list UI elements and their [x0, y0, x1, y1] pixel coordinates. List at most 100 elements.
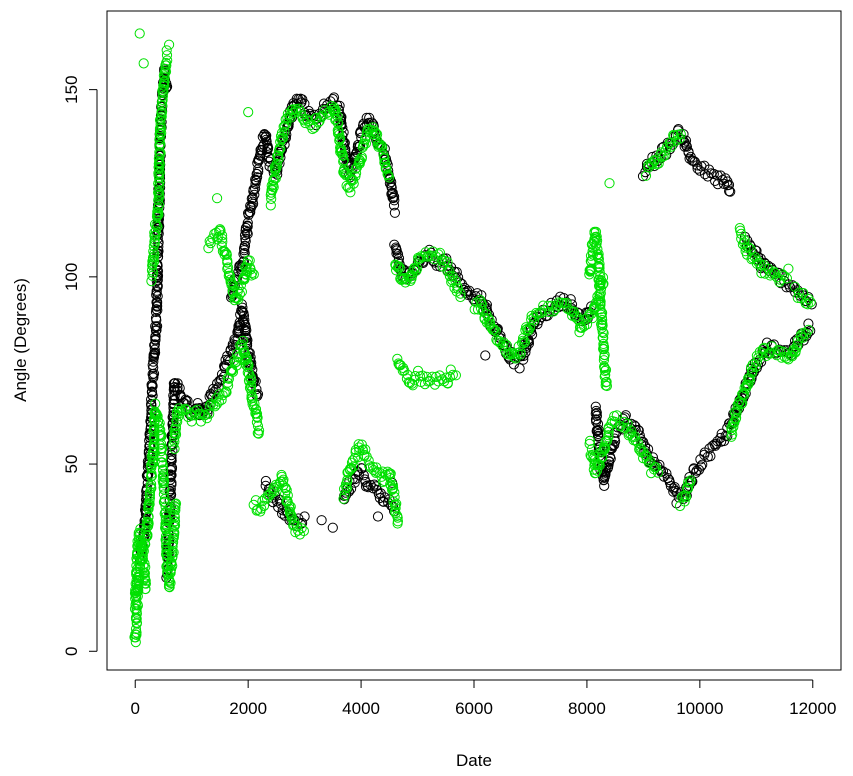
- data-point: [419, 379, 431, 390]
- data-point: [253, 428, 264, 439]
- data-point: [533, 315, 544, 326]
- data-point: [140, 562, 151, 573]
- data-point: [153, 207, 164, 218]
- data-point: [597, 452, 608, 463]
- data-point: [337, 150, 349, 161]
- data-point: [293, 103, 304, 114]
- data-point: [681, 141, 693, 152]
- data-point: [289, 516, 300, 527]
- data-point: [257, 496, 268, 507]
- data-point: [282, 490, 293, 501]
- data-point: [395, 360, 406, 371]
- data-point: [598, 355, 610, 366]
- data-point: [579, 321, 590, 332]
- data-point: [593, 431, 604, 442]
- data-point: [570, 312, 581, 323]
- data-point: [316, 515, 327, 526]
- data-point: [445, 364, 456, 375]
- data-point: [143, 501, 154, 512]
- data-point: [632, 437, 643, 448]
- data-point: [165, 577, 176, 589]
- data-point: [258, 500, 270, 511]
- data-point: [159, 72, 170, 83]
- data-point: [156, 107, 168, 118]
- data-point: [651, 159, 663, 170]
- data-point: [170, 498, 182, 509]
- data-point: [163, 579, 175, 590]
- data-point: [248, 269, 259, 280]
- data-point: [566, 303, 577, 314]
- data-point: [266, 187, 277, 198]
- data-point: [383, 170, 394, 181]
- data-point: [216, 374, 227, 386]
- data-point: [208, 387, 219, 398]
- data-point: [518, 354, 529, 365]
- data-point: [594, 280, 605, 291]
- data-point: [139, 574, 150, 585]
- data-point: [592, 244, 603, 255]
- data-point: [157, 471, 168, 482]
- data-point: [441, 372, 452, 383]
- data-point: [246, 200, 257, 212]
- data-point: [802, 299, 813, 310]
- data-point: [298, 525, 309, 537]
- data-point: [590, 408, 601, 419]
- data-point: [523, 336, 534, 347]
- data-point: [739, 389, 750, 400]
- y-tick-label: 100: [62, 263, 81, 291]
- data-point: [149, 230, 160, 241]
- data-point: [422, 251, 433, 262]
- data-point: [724, 186, 735, 197]
- data-point: [217, 390, 228, 401]
- data-point: [151, 287, 162, 298]
- data-point: [251, 168, 262, 180]
- data-point: [514, 363, 525, 374]
- data-point: [203, 243, 214, 254]
- data-point: [546, 300, 557, 311]
- data-point: [450, 275, 461, 286]
- data-point: [330, 114, 341, 126]
- data-point: [693, 464, 705, 475]
- data-point: [129, 603, 141, 615]
- data-point: [345, 187, 356, 198]
- data-point: [247, 392, 258, 403]
- data-point: [592, 294, 603, 305]
- data-point: [280, 132, 291, 144]
- data-point: [327, 522, 338, 533]
- data-point: [280, 482, 291, 494]
- data-point: [307, 123, 318, 135]
- data-point: [668, 130, 679, 141]
- data-point: [279, 126, 290, 137]
- data-point: [515, 349, 526, 360]
- data-point: [766, 341, 778, 352]
- data-point: [152, 321, 163, 332]
- y-axis: 0 50 100 150: [62, 75, 98, 656]
- data-point: [168, 526, 179, 537]
- data-point: [238, 308, 249, 319]
- data-point: [392, 512, 403, 523]
- data-point: [356, 463, 368, 474]
- x-tick-label: 6000: [455, 699, 493, 718]
- data-point: [674, 133, 685, 144]
- data-point: [409, 374, 420, 385]
- data-point: [149, 256, 160, 267]
- data-point: [161, 60, 172, 71]
- data-point: [596, 308, 607, 319]
- data-point: [392, 516, 403, 527]
- data-point: [223, 380, 234, 391]
- data-point: [775, 274, 786, 285]
- data-point: [354, 157, 365, 168]
- data-point: [680, 135, 692, 146]
- data-point: [587, 254, 598, 265]
- data-point: [235, 260, 246, 271]
- data-point: [256, 503, 267, 514]
- y-tick-label: 0: [62, 647, 81, 656]
- data-point: [277, 132, 289, 144]
- data-point: [603, 426, 614, 437]
- data-point: [270, 173, 281, 184]
- data-point: [737, 239, 749, 250]
- data-point: [372, 511, 384, 522]
- x-tick-label: 8000: [568, 699, 606, 718]
- data-point: [204, 408, 215, 419]
- data-point: [455, 288, 466, 299]
